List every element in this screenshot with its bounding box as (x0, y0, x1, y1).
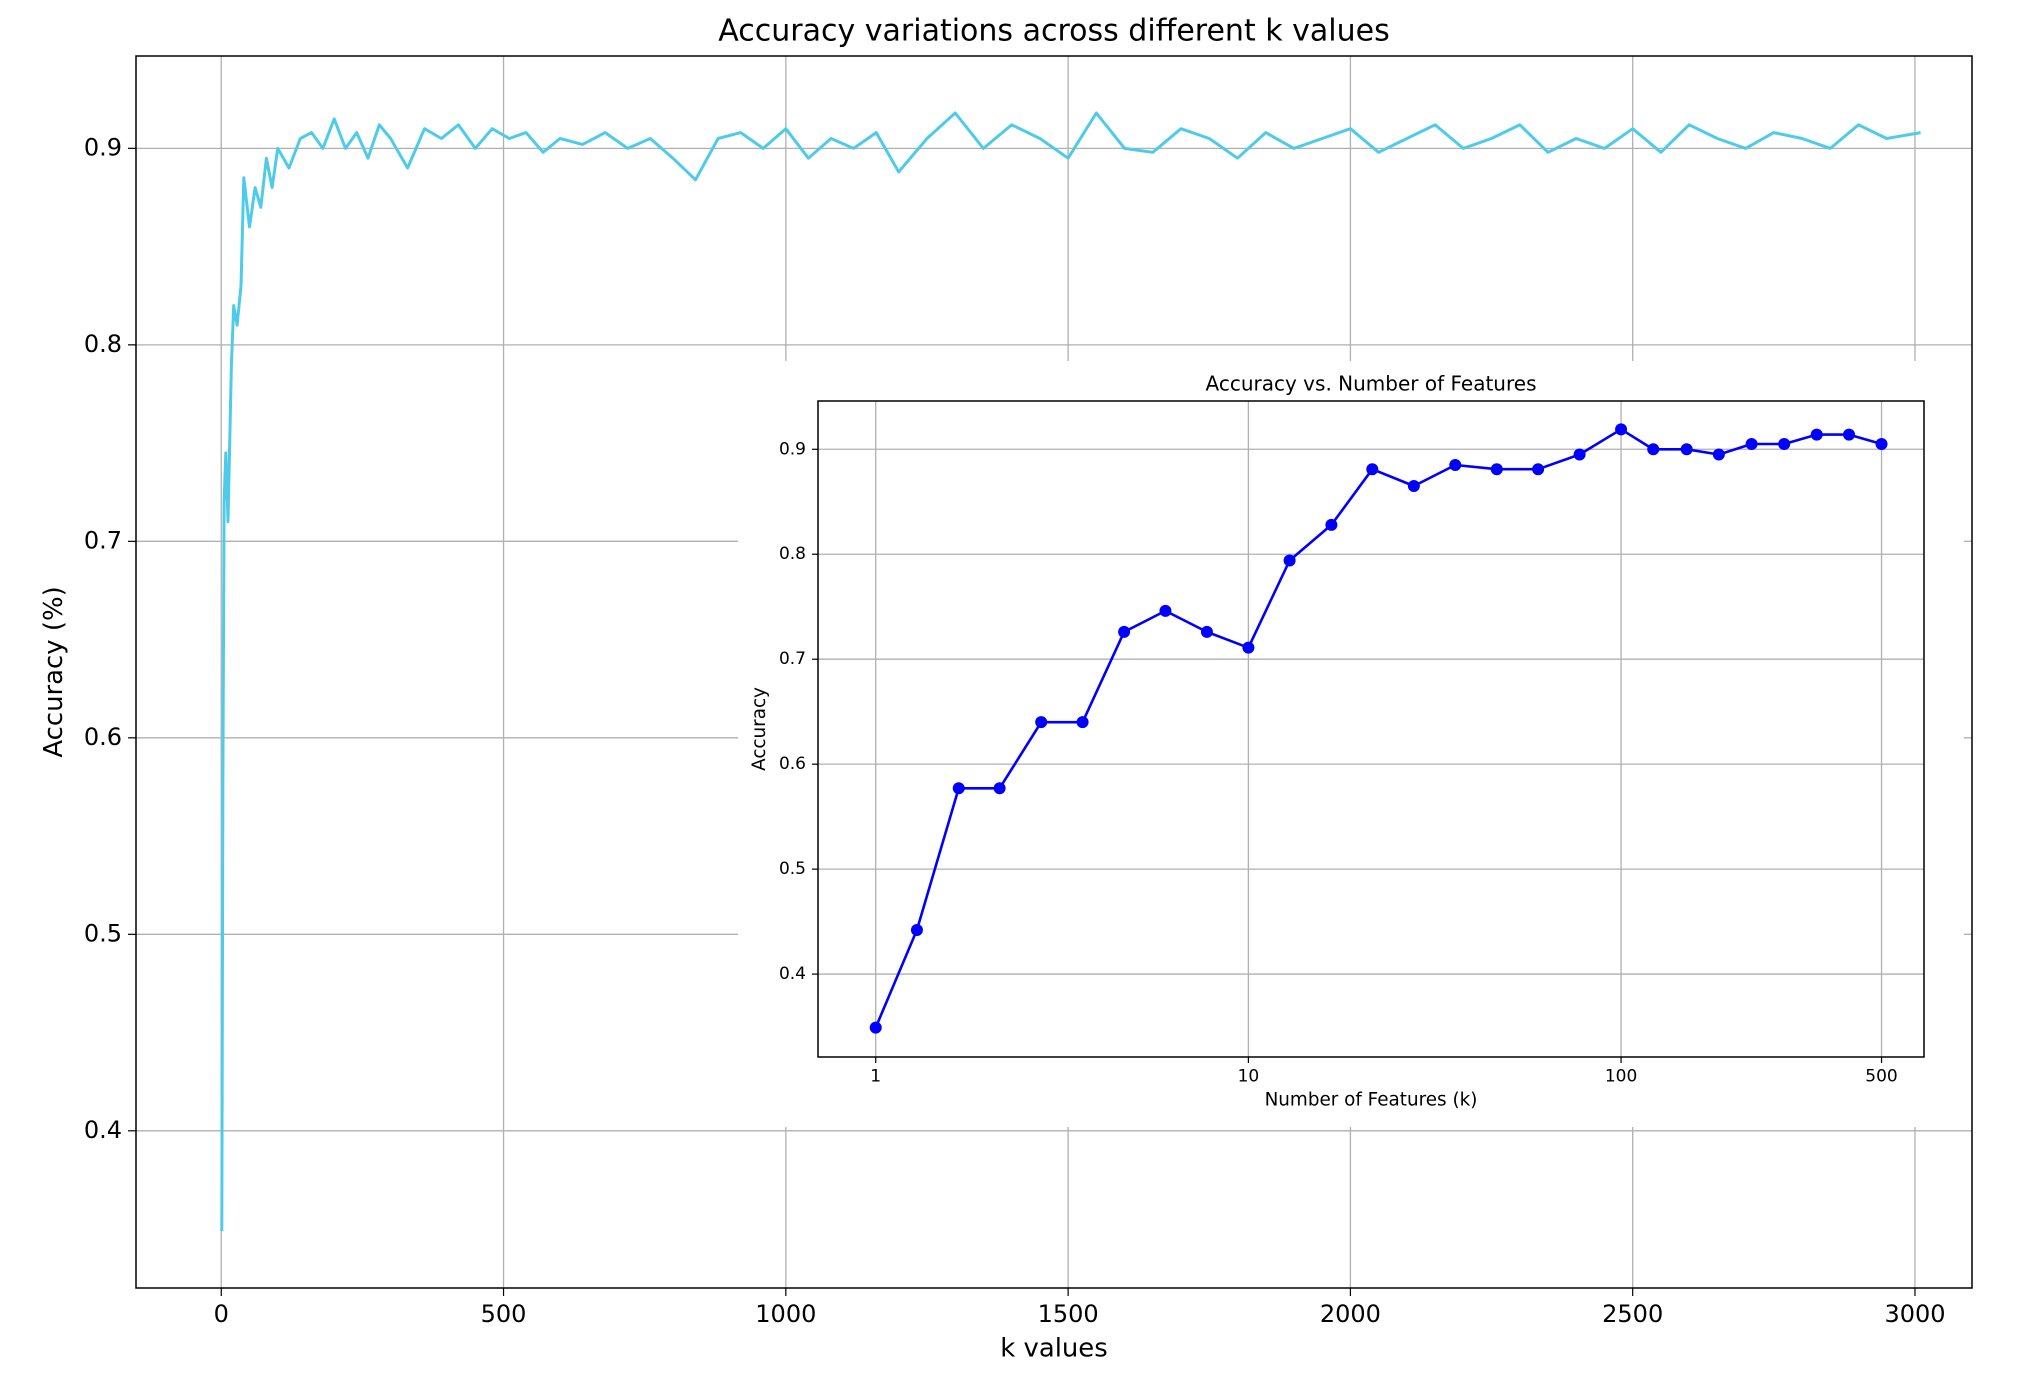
y-axis-label: Accuracy (%) (39, 586, 69, 757)
y-tick-label: 0.7 (779, 649, 806, 669)
y-axis-label: Accuracy (749, 687, 770, 771)
data-point (1712, 448, 1725, 461)
x-tick-label: 1 (870, 1067, 881, 1087)
data-point (1875, 438, 1888, 451)
axes-frame (135, 55, 1973, 1289)
x-tick-label: 1500 (1038, 1300, 1099, 1328)
x-tick-label: 10 (1238, 1067, 1260, 1087)
data-point (869, 1021, 882, 1034)
data-point (1810, 428, 1823, 441)
y-tick-label: 0.5 (779, 859, 806, 879)
inset-background (738, 361, 1964, 1127)
y-tick-label: 0.4 (84, 1116, 122, 1144)
chart-title: Accuracy variations across different k v… (718, 14, 1389, 49)
y-tick-label: 0.4 (779, 964, 806, 984)
data-point (1490, 463, 1503, 476)
x-tick-label: 3000 (1884, 1300, 1945, 1328)
data-line (220, 111, 1921, 1232)
data-point (1283, 554, 1296, 567)
chart-title: Accuracy vs. Number of Features (1206, 372, 1537, 396)
data-point (1532, 463, 1545, 476)
y-tick-label: 0.9 (84, 133, 122, 161)
data-point (993, 782, 1006, 795)
x-tick-label: 2500 (1602, 1300, 1663, 1328)
x-tick-label: 1000 (755, 1300, 816, 1328)
data-point (1325, 518, 1338, 531)
data-point (1778, 438, 1791, 451)
plot: 1 10 100 500 0.4 0.5 0.6 0.7 0.8 0.9 Accuracy vs. … (738, 361, 1964, 1127)
data-point (1242, 641, 1255, 654)
data-point (1118, 625, 1131, 638)
data-point (1076, 716, 1089, 729)
x-tick-label: 2000 (1320, 1300, 1381, 1328)
data-point (1573, 448, 1586, 461)
data-point (1407, 480, 1420, 493)
axes-frame (817, 400, 1925, 1058)
data-point (1449, 459, 1462, 472)
y-tick-label: 0.7 (84, 526, 122, 554)
data-point (1615, 423, 1628, 436)
x-tick-label: 500 (481, 1300, 527, 1328)
y-tick-label: 0.8 (779, 544, 806, 564)
y-tick-label: 0.6 (779, 754, 806, 774)
data-point (952, 782, 965, 795)
data-point (1745, 438, 1758, 451)
x-tick-label: 100 (1605, 1067, 1637, 1087)
y-tick-label: 0.6 (84, 723, 122, 751)
data-point (1035, 716, 1048, 729)
x-axis-label: k values (1000, 1333, 1108, 1363)
data-point (1843, 428, 1856, 441)
y-tick-label: 0.8 (84, 330, 122, 358)
data-point (1366, 463, 1379, 476)
data-point (910, 923, 923, 936)
x-tick-label: 500 (1865, 1067, 1897, 1087)
data-point (1200, 625, 1213, 638)
data-point (1647, 443, 1660, 456)
x-tick-label: 0 (214, 1300, 229, 1328)
y-tick-label: 0.5 (84, 919, 122, 947)
y-tick-label: 0.9 (779, 439, 806, 459)
x-axis-label: Number of Features (k) (1265, 1089, 1478, 1110)
data-point (1680, 443, 1693, 456)
data-point (1159, 604, 1172, 617)
